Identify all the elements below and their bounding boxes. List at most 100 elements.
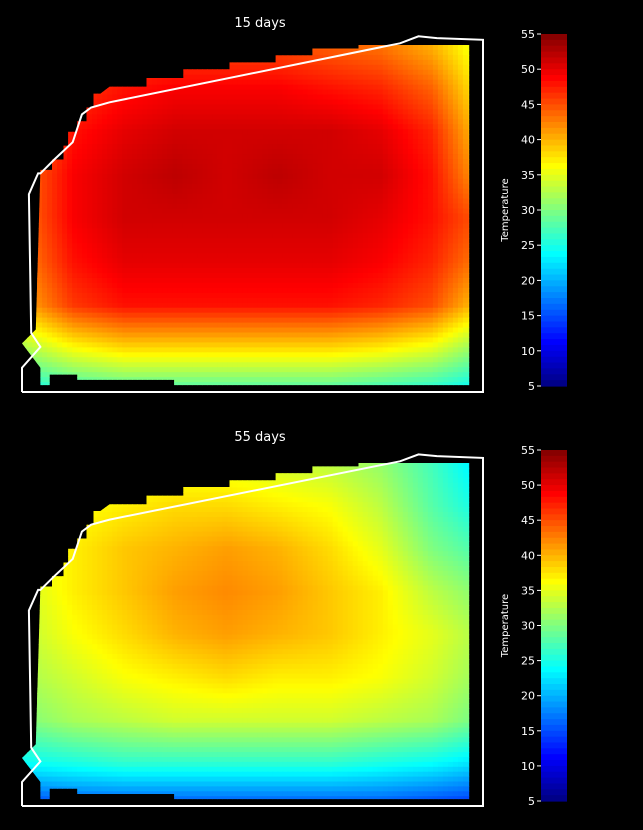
heatmap-cell — [382, 129, 389, 135]
heatmap-cell — [372, 69, 379, 76]
heatmap-cell — [47, 203, 53, 210]
heatmap-cell — [287, 203, 294, 210]
heatmap-cell — [152, 54, 158, 61]
heatmap-cell — [62, 154, 68, 160]
heatmap-cell — [87, 282, 93, 289]
heatmap-cell — [172, 238, 178, 244]
heatmap-cell — [332, 297, 339, 304]
heatmap-cell — [112, 45, 118, 51]
heatmap-cell — [457, 144, 464, 150]
heatmap-cell — [282, 49, 289, 56]
heatmap-cell — [387, 124, 394, 130]
heatmap-cell — [297, 49, 304, 56]
heatmap-cell — [297, 69, 304, 76]
heatmap-cell — [347, 54, 354, 61]
heatmap-cell — [282, 54, 289, 61]
heatmap-cell — [212, 159, 219, 165]
heatmap-cell — [352, 218, 359, 225]
heatmap-cell — [387, 297, 394, 304]
heatmap-cell — [392, 228, 399, 234]
heatmap-cell — [22, 119, 28, 125]
heatmap-cell — [52, 208, 58, 215]
heatmap-cell — [287, 213, 294, 220]
heatmap-cell — [167, 203, 173, 210]
heatmap-cell — [452, 54, 459, 61]
heatmap-cell — [362, 159, 369, 165]
heatmap-cell — [387, 119, 394, 125]
heatmap-cell — [57, 159, 63, 165]
heatmap-cell — [172, 282, 178, 289]
heatmap-cell — [412, 109, 419, 115]
heatmap-cell — [473, 283, 479, 289]
heatmap-cell — [132, 307, 138, 314]
heatmap-cell — [242, 154, 249, 160]
heatmap-cell — [267, 228, 274, 234]
heatmap-cell — [77, 139, 83, 145]
heatmap-cell — [473, 233, 479, 239]
heatmap-cell — [162, 168, 168, 175]
heatmap-cell — [367, 139, 374, 145]
heatmap-cell — [127, 258, 133, 264]
heatmap-cell — [67, 188, 73, 195]
heatmap-cell — [52, 109, 58, 115]
heatmap-cell — [457, 198, 464, 205]
heatmap-cell — [122, 208, 128, 215]
heatmap-cell — [22, 248, 28, 254]
heatmap-cell — [197, 84, 203, 91]
heatmap-cell — [447, 307, 454, 314]
heatmap-cell — [242, 228, 249, 234]
heatmap-cell — [372, 119, 379, 125]
heatmap-cell — [117, 178, 123, 185]
heatmap-cell — [97, 134, 103, 140]
heatmap-cell — [307, 94, 314, 101]
heatmap-cell — [182, 223, 188, 230]
heatmap-cell — [162, 268, 168, 274]
heatmap-cell — [427, 94, 434, 101]
heatmap-cell — [107, 119, 113, 125]
heatmap-cell — [422, 64, 429, 71]
heatmap-cell — [427, 99, 434, 106]
heatmap-cell — [82, 173, 88, 180]
heatmap-cell — [227, 268, 234, 274]
heatmap-cell — [327, 49, 334, 56]
heatmap-cell — [412, 64, 419, 71]
heatmap-cell — [307, 69, 314, 76]
heatmap-cell — [282, 277, 289, 284]
heatmap-cell — [102, 49, 108, 56]
heatmap-cell — [272, 263, 279, 269]
heatmap-cell — [367, 69, 374, 76]
heatmap-cell — [267, 218, 274, 225]
heatmap-cell — [242, 268, 249, 274]
heatmap-cell — [182, 287, 188, 294]
heatmap-cell — [402, 208, 409, 215]
heatmap-cell — [92, 292, 98, 299]
heatmap-cell — [257, 129, 264, 135]
heatmap-cell — [292, 64, 299, 71]
heatmap-cell — [227, 69, 234, 76]
heatmap-cell — [347, 69, 354, 76]
heatmap-cell — [122, 302, 128, 309]
heatmap-cell — [132, 139, 138, 145]
heatmap-cell — [392, 139, 399, 145]
heatmap-cell — [317, 178, 324, 185]
heatmap-cell — [172, 173, 178, 180]
heatmap-cell — [162, 149, 168, 155]
heatmap-cell — [342, 144, 349, 150]
heatmap-cell — [262, 213, 269, 220]
heatmap-cell — [447, 287, 454, 294]
heatmap-cell — [467, 238, 470, 244]
heatmap-cell — [207, 203, 214, 210]
heatmap-cell — [457, 129, 464, 135]
heatmap-cell — [42, 297, 48, 304]
heatmap-cell — [412, 69, 419, 76]
heatmap-cell — [187, 297, 193, 304]
heatmap-cell — [87, 54, 93, 61]
heatmap-cell — [182, 129, 188, 135]
heatmap-cell — [217, 74, 224, 81]
heatmap-cell — [177, 168, 183, 175]
heatmap-cell — [232, 163, 239, 170]
heatmap-cell — [377, 178, 384, 185]
heatmap-cell — [122, 292, 128, 299]
heatmap-cell — [27, 124, 33, 130]
heatmap-cell — [197, 79, 203, 86]
